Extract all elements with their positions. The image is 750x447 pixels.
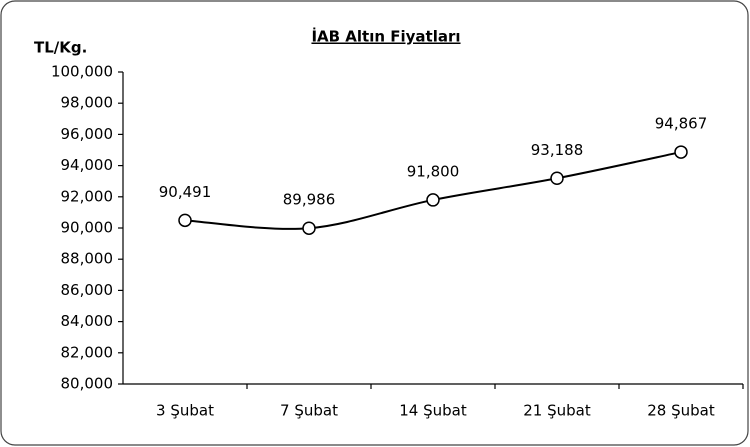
y-tick-label: 94,000 xyxy=(61,156,114,174)
y-tick-label: 92,000 xyxy=(61,187,114,205)
chart-title: İAB Altın Fiyatları xyxy=(311,27,460,46)
x-tick-label: 3 Şubat xyxy=(156,402,214,420)
point xyxy=(550,171,564,186)
y-tick-label: 100,000 xyxy=(51,63,113,81)
y-tick-label: 84,000 xyxy=(61,312,114,330)
y-axis-label: TL/Kg. xyxy=(34,39,87,57)
value-label: 90,491 xyxy=(159,183,212,201)
y-tick-label: 82,000 xyxy=(61,343,114,361)
value-label: 93,188 xyxy=(531,141,584,159)
y-tick-label: 88,000 xyxy=(61,250,114,268)
x-tick-label: 21 Şubat xyxy=(523,402,591,420)
y-tick-label: 98,000 xyxy=(61,94,114,112)
value-label: 89,986 xyxy=(283,191,336,209)
x-tick-label: 28 Şubat xyxy=(647,402,715,420)
point xyxy=(178,213,192,228)
y-tick-label: 96,000 xyxy=(61,125,114,143)
value-label: 94,867 xyxy=(655,115,708,133)
value-label: 91,800 xyxy=(407,162,460,180)
point xyxy=(674,145,688,159)
y-tick-label: 90,000 xyxy=(61,219,114,237)
point xyxy=(426,193,440,207)
x-tick-label: 14 Şubat xyxy=(399,402,467,420)
y-tick-label: 80,000 xyxy=(61,375,114,393)
y-tick-label: 86,000 xyxy=(61,281,114,299)
x-tick-label: 7 Şubat xyxy=(280,402,338,420)
point xyxy=(302,221,316,235)
